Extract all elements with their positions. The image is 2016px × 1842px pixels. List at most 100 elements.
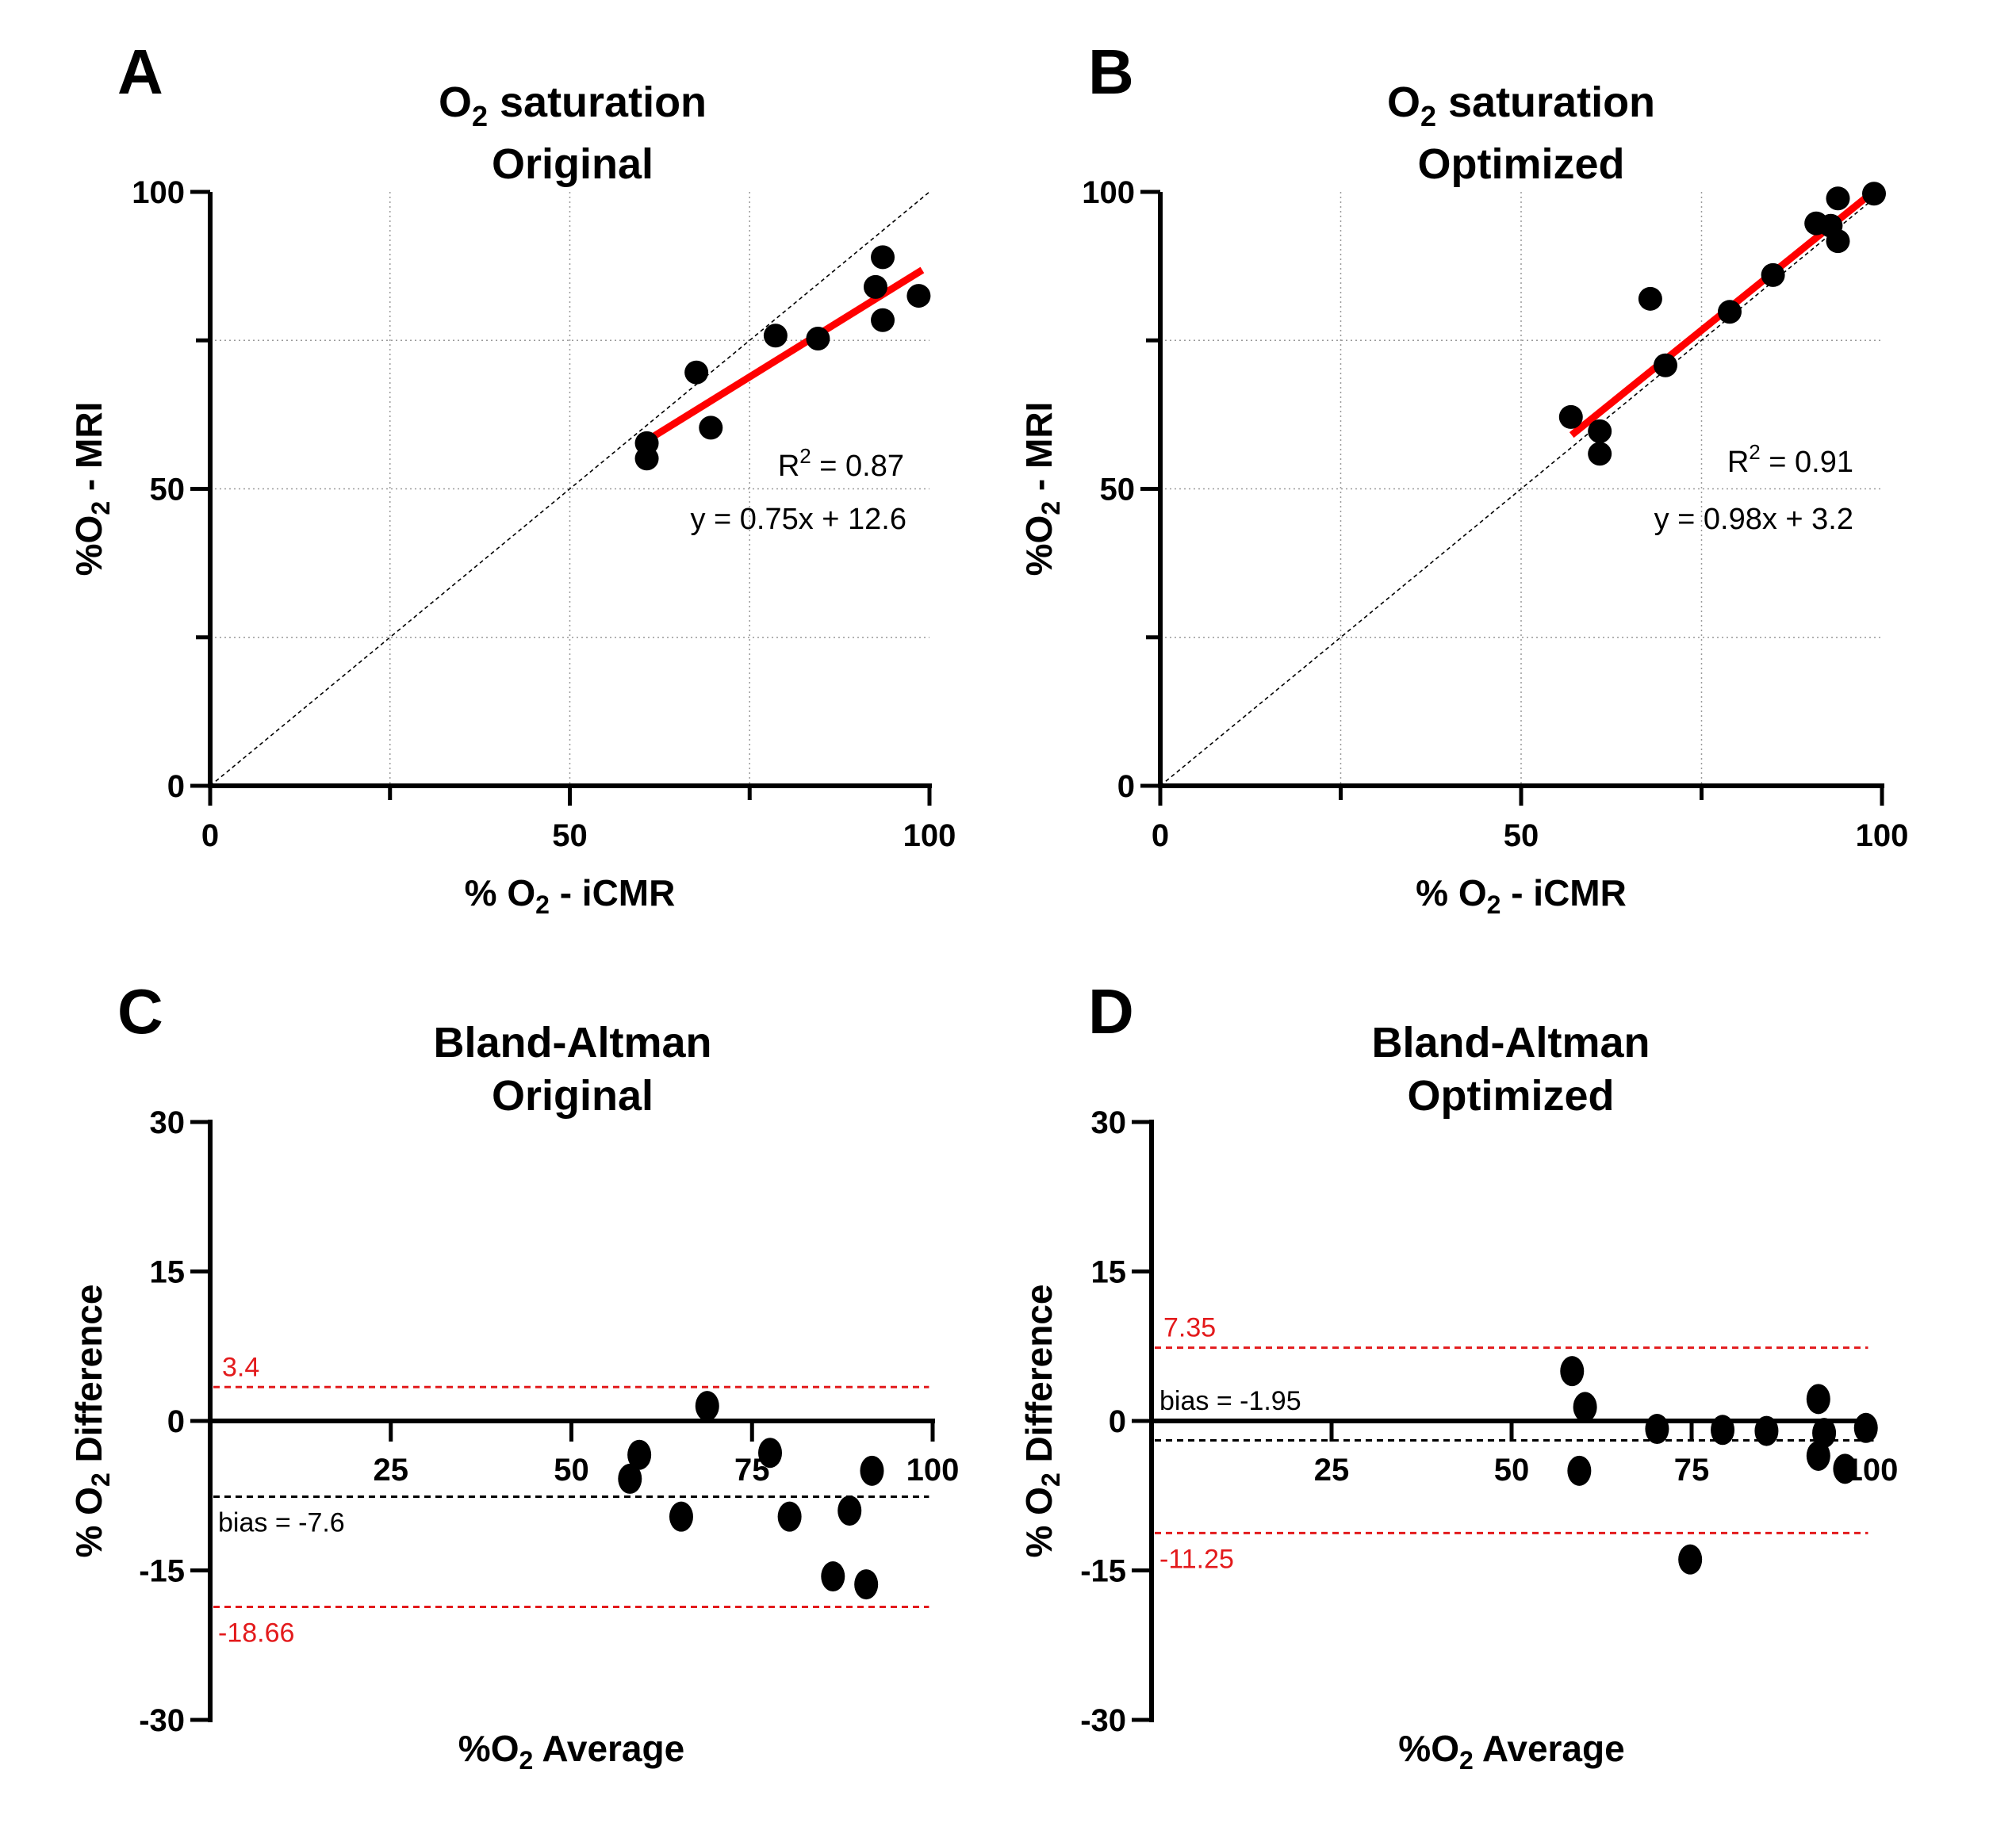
x-tick-label: 50 [1504, 818, 1539, 853]
y-axis-label: %O2 - MRI [1018, 402, 1065, 576]
x-tick-label: 50 [552, 818, 588, 853]
panel-letter: D [1088, 976, 1134, 1047]
data-point [1833, 1453, 1857, 1484]
upper-limit-label: 7.35 [1163, 1313, 1216, 1343]
chart-title-line2: Original [492, 1072, 653, 1120]
data-point [634, 446, 659, 471]
y-tick-label: 0 [1117, 769, 1135, 804]
chart-title-line2: Original [492, 140, 653, 188]
y-tick-label: 0 [167, 769, 185, 804]
data-point [1567, 1455, 1592, 1486]
data-point [699, 416, 723, 440]
panel-b-scatter: B O2 saturation Optimized 0 50 100 0 50 100 R2 = … [1018, 36, 1908, 919]
lower-limit-label: -11.25 [1159, 1544, 1234, 1574]
regression-equation-label: y = 0.98x + 3.2 [1654, 503, 1853, 536]
bias-label: bias = -7.6 [218, 1508, 345, 1538]
data-point [758, 1438, 783, 1469]
data-point [860, 1455, 884, 1486]
x-tick-label: 0 [201, 818, 219, 853]
y-tick-label: 0 [167, 1404, 185, 1439]
data-point [1588, 442, 1612, 466]
y-tick-label: 50 [1100, 473, 1136, 507]
y-axis-label: % O2 Difference [1018, 1284, 1065, 1557]
chart-title-line1: O2 saturation [1387, 79, 1655, 132]
data-point [777, 1501, 802, 1532]
y-tick-label: 30 [150, 1105, 186, 1140]
y-tick-label: -15 [139, 1554, 185, 1589]
y-tick-label: 15 [150, 1255, 186, 1290]
data-point [837, 1495, 862, 1526]
y-axis-label: %O2 - MRI [68, 402, 115, 576]
chart-title-line1: Bland-Altman [434, 1019, 712, 1067]
data-point [1853, 1412, 1878, 1443]
data-point [806, 327, 830, 351]
data-point [1573, 1392, 1597, 1423]
y-tick-label: 100 [132, 175, 185, 210]
data-point [871, 245, 895, 270]
data-point [821, 1561, 845, 1592]
data-point [854, 1569, 879, 1600]
x-tick-label: 50 [1494, 1453, 1530, 1488]
data-point [1861, 182, 1886, 206]
data-point [1711, 1415, 1735, 1446]
panel-letter: A [117, 36, 163, 107]
x-axis-label: % O2 - iCMR [465, 872, 676, 919]
chart-title-line2: Optimized [1417, 140, 1624, 188]
data-point [1826, 186, 1850, 211]
data-point [863, 274, 887, 299]
x-axis-label: %O2 Average [458, 1728, 684, 1775]
data-point [669, 1501, 693, 1532]
data-point [1645, 1414, 1669, 1445]
lower-limit-label: -18.66 [218, 1618, 294, 1648]
y-tick-label: 15 [1091, 1255, 1127, 1290]
data-point [906, 284, 931, 308]
data-point [1678, 1544, 1703, 1575]
data-point [871, 308, 895, 332]
identity-line [1159, 191, 1883, 787]
panel-letter: C [117, 976, 163, 1047]
x-tick-label: 0 [1152, 818, 1169, 853]
y-axis-label: % O2 Difference [68, 1284, 115, 1557]
y-tick-label: 30 [1091, 1105, 1127, 1140]
y-tick-label: 50 [150, 473, 186, 507]
chart-title-line1: O2 saturation [439, 79, 707, 132]
y-tick-label: -30 [1080, 1703, 1126, 1738]
x-tick-label: 75 [1674, 1453, 1710, 1488]
x-tick-label: 100 [1856, 818, 1909, 853]
data-point [1560, 1356, 1585, 1387]
y-tick-label: 100 [1082, 175, 1135, 210]
chart-title-line1: Bland-Altman [1372, 1019, 1650, 1067]
x-tick-label: 100 [906, 1453, 960, 1488]
data-point [1638, 286, 1662, 311]
data-point [627, 1439, 652, 1470]
data-point [1812, 1418, 1837, 1449]
bias-label: bias = -1.95 [1159, 1386, 1301, 1416]
data-point [1826, 229, 1850, 254]
panel-a-scatter: A O2 saturation Original 0 50 100 0 50 100 R2 = 0… [68, 36, 956, 919]
data-point [1754, 1415, 1779, 1446]
identity-line [209, 191, 930, 787]
data-point [1558, 404, 1583, 429]
chart-title-line2: Optimized [1407, 1072, 1614, 1120]
r-squared-label: R2 = 0.87 [778, 444, 904, 483]
data-point [1806, 1384, 1830, 1415]
x-tick-label: 100 [903, 818, 956, 853]
x-axis-label: % O2 - iCMR [1416, 872, 1627, 919]
regression-equation-label: y = 0.75x + 12.6 [690, 503, 906, 536]
x-tick-label: 25 [374, 1453, 409, 1488]
panel-letter: B [1088, 36, 1134, 107]
upper-limit-label: 3.4 [222, 1352, 259, 1382]
data-point [695, 1391, 719, 1422]
data-point [1806, 1440, 1830, 1471]
data-point [618, 1463, 642, 1494]
x-tick-label: 25 [1314, 1453, 1350, 1488]
x-axis-label: %O2 Average [1398, 1728, 1624, 1775]
data-point [1717, 300, 1742, 324]
data-point [1761, 262, 1785, 287]
y-tick-label: -30 [139, 1703, 185, 1738]
data-point [684, 360, 709, 385]
r-squared-label: R2 = 0.91 [1727, 440, 1853, 479]
